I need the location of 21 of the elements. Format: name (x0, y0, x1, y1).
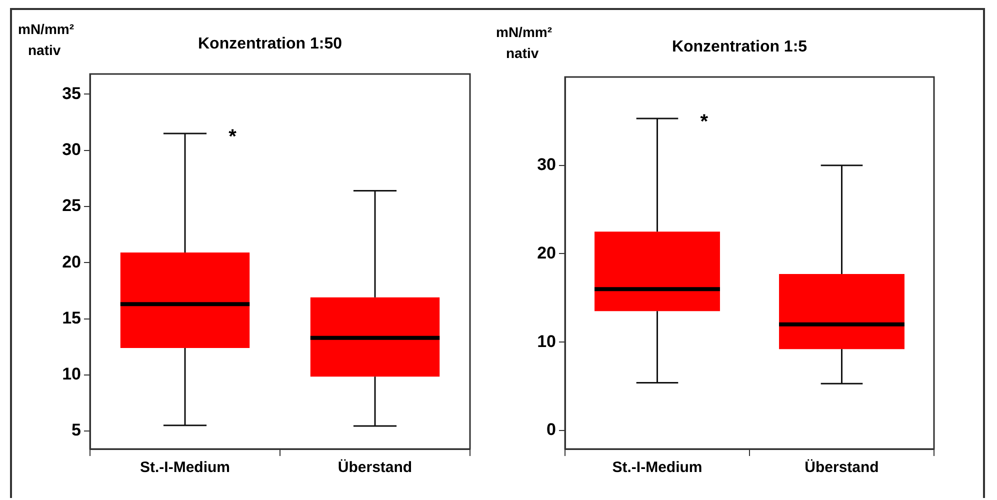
y-tick-label: 0 (546, 420, 556, 440)
annotation: * (700, 111, 708, 134)
y-tick-label: 20 (537, 243, 556, 262)
y-tick-label: 10 (62, 364, 81, 384)
y-axis-title: mN/mm² nativ (18, 20, 74, 58)
y-tick-label: 30 (537, 155, 556, 174)
x-tick-label: Überstand (338, 459, 412, 476)
y-tick-label: 15 (62, 308, 81, 328)
chart-title: Konzentration 1:5 (672, 38, 808, 56)
y-tick-label: 5 (72, 420, 81, 440)
y-tick-label: 10 (537, 332, 556, 351)
y-tick-label: 25 (62, 196, 81, 216)
y-tick-label: 35 (62, 84, 81, 103)
chart-title: Konzentration 1:50 (198, 35, 342, 52)
x-tick-label: St.-I-Medium (140, 459, 230, 476)
annotation: * (228, 126, 237, 148)
y-tick-label: 20 (62, 252, 81, 272)
y-tick-label: 30 (62, 140, 81, 160)
y-axis-title: mN/mm² nativ (496, 24, 552, 61)
x-tick-label: Überstand (804, 459, 879, 476)
x-tick-label: St.-I-Medium (612, 459, 702, 476)
